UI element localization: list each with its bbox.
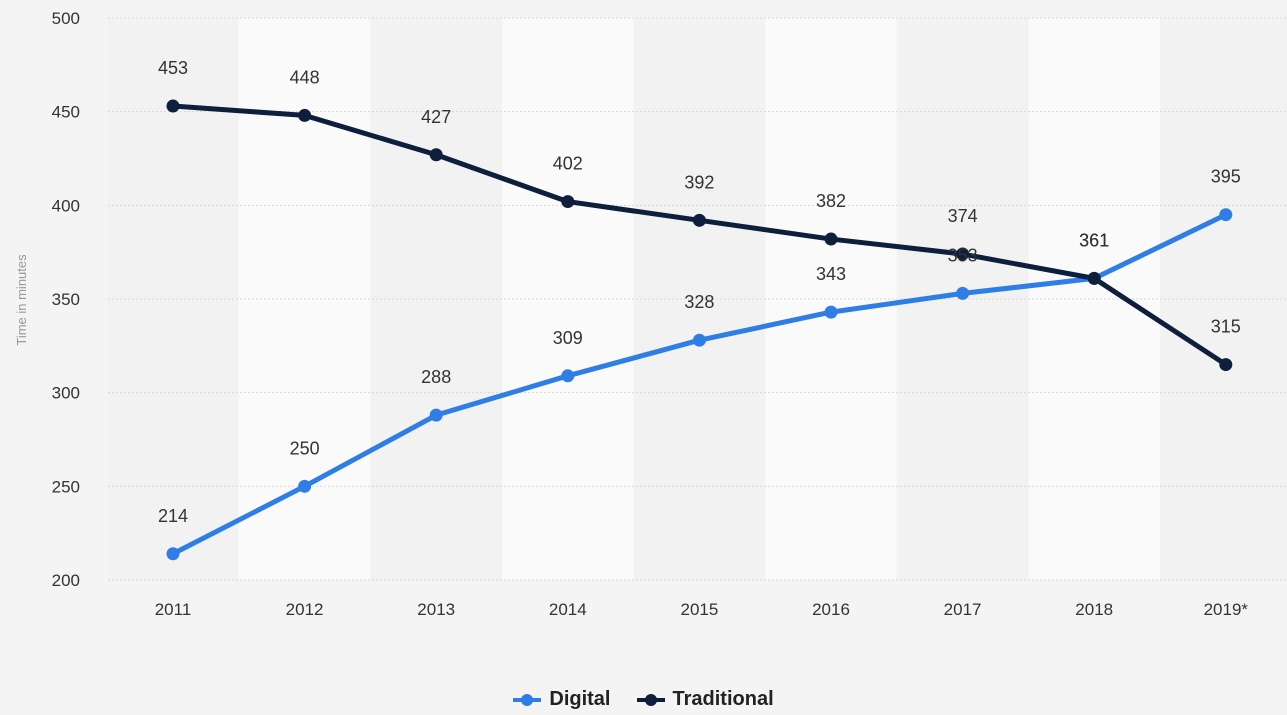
data-point-traditional[interactable] [824,232,838,246]
legend-label-traditional: Traditional [672,688,774,710]
data-labels: 214 250 288 309 328 343 353 361 395 453 448 427 402 3… [158,58,1241,526]
legend-label-digital: Digital [549,688,611,710]
data-label-traditional: 392 [684,172,714,192]
x-tick-label: 2011 [155,600,192,619]
band-5 [765,18,897,580]
x-tick-label: 2015 [680,600,718,619]
data-point-digital[interactable] [298,479,312,493]
data-point-traditional[interactable] [1087,271,1101,285]
band-4 [633,18,766,580]
legend-marker-traditional-icon [636,693,665,706]
band-3 [502,18,634,580]
y-axis-ticks: 200 250 300 350 400 450 500 [52,9,80,590]
data-label-traditional: 427 [421,107,451,127]
y-tick-label: 250 [52,477,80,496]
data-label-digital: 328 [684,292,714,312]
data-point-digital[interactable] [824,305,838,319]
x-tick-label: 2016 [812,600,850,619]
data-label-traditional: 453 [158,58,188,78]
data-label-traditional: 374 [948,206,978,226]
data-point-digital[interactable] [561,369,575,383]
data-point-digital[interactable] [1219,208,1233,222]
data-point-traditional[interactable] [429,148,443,162]
x-axis-ticks: 2011 2012 2013 2014 2015 2016 2017 2018 2019* [155,600,1249,619]
data-point-traditional[interactable] [692,213,706,227]
legend-item-digital[interactable]: Digital [513,688,611,711]
data-point-traditional[interactable] [956,247,970,261]
legend: Digital Traditional [0,688,1287,711]
legend-marker-digital-icon [513,693,542,706]
data-point-traditional[interactable] [1219,358,1233,372]
legend-item-traditional[interactable]: Traditional [636,688,774,711]
data-label-traditional: 361 [1079,230,1109,250]
y-tick-label: 300 [52,384,80,403]
y-axis-label: Time in minutes [14,254,29,346]
data-label-digital: 214 [158,506,188,526]
band-7 [1028,18,1160,580]
data-label-digital: 250 [290,438,320,458]
y-tick-label: 500 [52,9,80,28]
x-tick-label: 2019* [1204,600,1249,619]
data-point-digital[interactable] [956,286,970,300]
x-tick-label: 2014 [549,600,587,619]
series-points [166,99,1233,561]
data-label-digital: 343 [816,264,846,284]
x-tick-label: 2018 [1075,600,1113,619]
data-label-digital: 395 [1211,167,1241,187]
data-point-digital[interactable] [429,408,443,422]
data-point-traditional[interactable] [298,108,312,122]
x-tick-label: 2012 [286,600,324,619]
y-tick-label: 400 [52,196,80,215]
data-point-traditional[interactable] [561,195,575,209]
y-tick-label: 200 [52,571,80,590]
y-tick-label: 350 [52,290,80,309]
data-label-traditional: 402 [553,154,583,174]
data-label-traditional: 382 [816,191,846,211]
band-8 [1160,18,1287,580]
y-tick-label: 450 [52,103,80,122]
data-point-digital[interactable] [166,547,180,561]
data-point-traditional[interactable] [166,99,180,113]
data-label-digital: 288 [421,367,451,387]
x-tick-label: 2017 [944,600,982,619]
data-label-digital: 361 [1079,230,1109,250]
data-label-traditional: 315 [1211,317,1241,337]
data-label-traditional: 448 [290,67,320,87]
data-label-digital: 309 [553,328,583,348]
data-label-digital: 353 [948,245,978,265]
x-tick-label: 2013 [417,600,455,619]
data-point-digital[interactable] [692,333,706,347]
